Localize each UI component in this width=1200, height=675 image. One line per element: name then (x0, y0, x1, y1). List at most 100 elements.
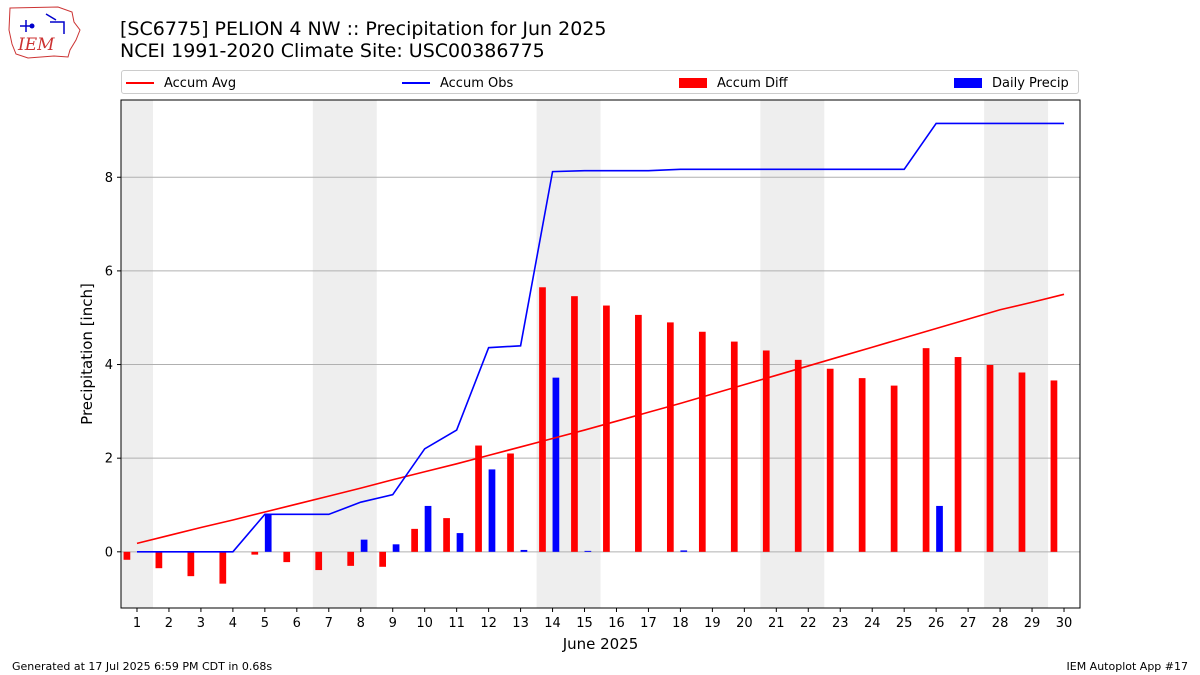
x-tick-label: 3 (197, 616, 205, 631)
accum-diff-bar (698, 331, 706, 552)
footer-app: IEM Autoplot App #17 (1066, 660, 1189, 673)
accum-diff-bar (411, 528, 418, 552)
accum-diff-bar (283, 551, 291, 563)
daily-precip-bar (488, 469, 496, 552)
daily-precip-bar (456, 533, 464, 552)
x-tick-label: 1 (133, 616, 141, 631)
weekend-shade (312, 100, 377, 608)
accum-diff-bar (443, 518, 450, 552)
weekend-shade (536, 100, 601, 608)
accum-diff-bar (858, 378, 866, 552)
legend-label: Accum Avg (164, 75, 237, 91)
legend-label: Accum Diff (717, 75, 788, 91)
accum-diff-bar (507, 453, 514, 552)
x-tick-label: 9 (389, 616, 397, 631)
x-axis-label: June 2025 (562, 635, 639, 653)
x-tick-label: 11 (448, 616, 465, 631)
accum-diff-bar (219, 551, 227, 584)
x-tick-label: 15 (576, 616, 593, 631)
accum-diff-bar (315, 551, 323, 571)
weekend-shade (984, 100, 1049, 608)
accum-diff-bar (922, 348, 930, 552)
daily-precip-bar (520, 549, 528, 552)
legend-item-daily-precip: Daily Precip (954, 74, 1069, 92)
accum-diff-bar (1050, 380, 1058, 552)
accum-diff-bar (571, 296, 578, 552)
legend-item-accum-obs: Accum Obs (402, 74, 513, 92)
x-tick-label: 29 (1024, 616, 1041, 631)
daily-precip-bar (360, 539, 368, 552)
x-tick-label: 8 (357, 616, 365, 631)
x-tick-label: 7 (325, 616, 333, 631)
x-tick-label: 26 (928, 616, 945, 631)
iem-logo: IEM (6, 4, 82, 60)
accum-diff-bar (794, 359, 802, 552)
y-tick-label: 2 (105, 452, 113, 467)
accum-diff-bar (826, 368, 834, 552)
accum-diff-bar (635, 314, 642, 552)
x-tick-label: 2 (165, 616, 173, 631)
x-tick-label: 14 (544, 616, 561, 631)
legend-label: Daily Precip (992, 75, 1069, 91)
daily-precip-bar (424, 505, 432, 552)
logo-text: IEM (17, 35, 55, 55)
y-tick-label: 8 (105, 171, 113, 186)
daily-precip-bar (584, 550, 592, 552)
accum-avg-line (136, 293, 1065, 545)
legend-label: Accum Obs (440, 75, 514, 91)
x-tick-label: 28 (992, 616, 1009, 631)
legend: Accum Avg Accum Obs Accum Diff Daily Pre… (121, 70, 1079, 94)
accum-diff-bar (603, 305, 610, 552)
x-tick-label: 5 (261, 616, 269, 631)
daily-precip-bar (392, 544, 400, 552)
accum-diff-bar (347, 551, 355, 566)
legend-swatch (402, 82, 430, 84)
x-tick-label: 19 (704, 616, 721, 631)
x-tick-label: 17 (640, 616, 657, 631)
accum-diff-bar (539, 287, 546, 552)
accum-diff-bar (379, 551, 387, 567)
plot-frame (120, 99, 1081, 609)
accum-diff-bar (986, 365, 994, 552)
accum-obs-line (136, 122, 1065, 553)
accum-diff-bar (187, 551, 195, 577)
accum-diff-bar (1018, 372, 1026, 552)
y-tick-label: 4 (105, 358, 113, 373)
legend-swatch (954, 78, 982, 88)
x-tick-label: 18 (672, 616, 689, 631)
y-tick-label: 6 (105, 264, 113, 279)
legend-swatch (126, 82, 154, 84)
legend-swatch (679, 78, 707, 88)
accum-diff-bar (730, 341, 738, 552)
accum-diff-bar (666, 322, 674, 552)
accum-diff-bar (155, 551, 163, 569)
x-tick-label: 6 (293, 616, 301, 631)
accum-diff-bar (123, 551, 131, 560)
x-tick-label: 10 (416, 616, 433, 631)
legend-item-accum-avg: Accum Avg (126, 74, 236, 92)
y-axis-label: Precipitation [inch] (78, 283, 96, 425)
daily-precip-bar (264, 514, 272, 552)
x-tick-label: 27 (960, 616, 977, 631)
weekend-shade (760, 100, 825, 608)
x-tick-label: 25 (896, 616, 913, 631)
weekend-shade (121, 100, 153, 608)
x-tick-label: 22 (800, 616, 817, 631)
x-tick-label: 21 (768, 616, 785, 631)
legend-item-accum-diff: Accum Diff (679, 74, 788, 92)
x-tick-label: 20 (736, 616, 753, 631)
x-tick-label: 13 (512, 616, 529, 631)
accum-diff-bar (890, 385, 898, 552)
accum-diff-bar (251, 551, 259, 555)
footer-generated: Generated at 17 Jul 2025 6:59 PM CDT in … (12, 660, 273, 673)
y-tick-label: 0 (105, 545, 113, 560)
accum-diff-bar (954, 357, 962, 552)
chart-title: [SC6775] PELION 4 NW :: Precipitation fo… (120, 18, 607, 40)
accum-diff-bar (475, 445, 482, 552)
x-tick-label: 30 (1056, 616, 1073, 631)
x-tick-label: 4 (229, 616, 237, 631)
accum-diff-bar (762, 350, 770, 552)
x-tick-label: 16 (608, 616, 625, 631)
x-tick-label: 12 (480, 616, 497, 631)
